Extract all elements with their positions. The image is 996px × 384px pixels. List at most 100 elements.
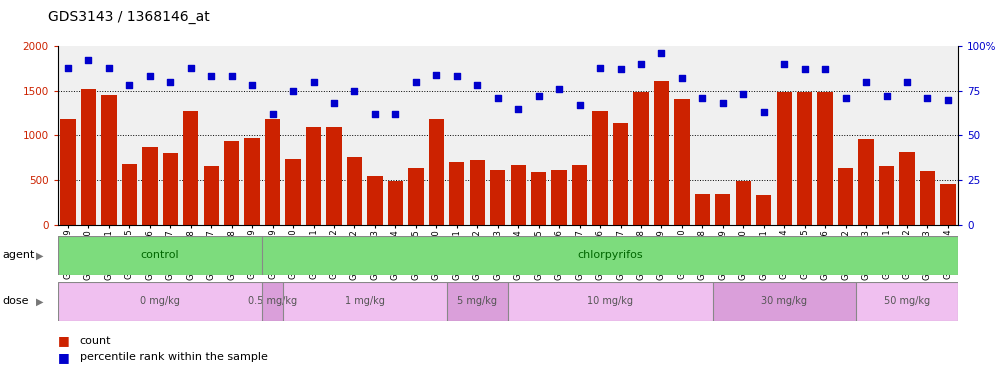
Bar — [58, 236, 262, 275]
Text: 5 mg/kg: 5 mg/kg — [457, 296, 497, 306]
Text: ■: ■ — [58, 334, 70, 348]
Bar — [694, 194, 710, 225]
Bar — [306, 127, 322, 225]
Point — [162, 79, 178, 85]
Bar — [446, 282, 508, 321]
Point — [469, 82, 485, 88]
Bar — [224, 141, 239, 225]
Point — [899, 79, 915, 85]
Bar — [368, 176, 382, 225]
Bar — [818, 92, 833, 225]
Bar — [736, 181, 751, 225]
Bar — [183, 111, 198, 225]
Point — [797, 66, 813, 72]
Point — [367, 111, 382, 117]
Bar — [531, 172, 547, 225]
Bar — [449, 162, 464, 225]
Point — [510, 106, 526, 112]
Text: 1 mg/kg: 1 mg/kg — [345, 296, 384, 306]
Bar — [593, 111, 608, 225]
Bar — [262, 236, 958, 275]
Point — [694, 95, 710, 101]
Point — [735, 91, 751, 98]
Point — [141, 73, 157, 79]
Bar — [81, 89, 97, 225]
Text: control: control — [140, 250, 179, 260]
Bar — [715, 194, 730, 225]
Bar — [940, 184, 955, 225]
Text: count: count — [80, 336, 112, 346]
Text: 30 mg/kg: 30 mg/kg — [761, 296, 807, 306]
Text: agent: agent — [2, 250, 35, 260]
Point — [81, 57, 97, 63]
Bar — [511, 165, 526, 225]
Point — [347, 88, 363, 94]
Bar — [859, 139, 873, 225]
Point — [715, 100, 731, 106]
Point — [224, 73, 240, 79]
Point — [551, 86, 567, 92]
Bar — [387, 181, 403, 225]
Point — [878, 93, 894, 99]
Text: dose: dose — [2, 296, 29, 306]
Point — [408, 79, 424, 85]
Point — [838, 95, 854, 101]
Point — [387, 111, 403, 117]
Point — [428, 71, 444, 78]
Bar — [613, 123, 628, 225]
Point — [592, 65, 608, 71]
Bar — [262, 282, 283, 321]
Point — [940, 97, 956, 103]
Bar — [674, 99, 689, 225]
Point — [122, 82, 137, 88]
Bar — [142, 147, 157, 225]
Bar — [572, 165, 588, 225]
Bar — [283, 282, 446, 321]
Bar — [327, 127, 342, 225]
Bar — [899, 152, 914, 225]
Bar — [469, 161, 485, 225]
Text: percentile rank within the sample: percentile rank within the sample — [80, 352, 268, 362]
Text: chlorpyrifos: chlorpyrifos — [578, 250, 643, 260]
Bar — [408, 167, 423, 225]
Bar — [856, 282, 958, 321]
Bar — [633, 92, 648, 225]
Point — [919, 95, 935, 101]
Point — [203, 73, 219, 79]
Bar — [58, 282, 262, 321]
Point — [183, 65, 199, 71]
Point — [265, 111, 281, 117]
Text: 0 mg/kg: 0 mg/kg — [140, 296, 180, 306]
Text: ▶: ▶ — [36, 296, 44, 306]
Text: ▶: ▶ — [36, 250, 44, 260]
Text: ■: ■ — [58, 351, 70, 364]
Bar — [878, 166, 894, 225]
Bar — [797, 92, 813, 225]
Point — [285, 88, 301, 94]
Bar — [102, 95, 117, 225]
Text: 50 mg/kg: 50 mg/kg — [883, 296, 930, 306]
Bar — [777, 92, 792, 225]
Bar — [122, 164, 137, 225]
Point — [490, 95, 506, 101]
Bar — [756, 195, 772, 225]
Bar — [286, 159, 301, 225]
Bar — [162, 153, 178, 225]
Bar — [61, 119, 76, 225]
Bar — [838, 168, 854, 225]
Bar — [653, 81, 669, 225]
Point — [449, 73, 465, 79]
Bar — [347, 157, 363, 225]
Bar — [508, 282, 712, 321]
Bar — [428, 119, 444, 225]
Point — [60, 65, 76, 71]
Point — [859, 79, 874, 85]
Point — [326, 100, 342, 106]
Point — [633, 61, 649, 67]
Text: 10 mg/kg: 10 mg/kg — [588, 296, 633, 306]
Bar — [244, 138, 260, 225]
Point — [531, 93, 547, 99]
Point — [613, 66, 628, 72]
Point — [101, 65, 117, 71]
Point — [653, 50, 669, 56]
